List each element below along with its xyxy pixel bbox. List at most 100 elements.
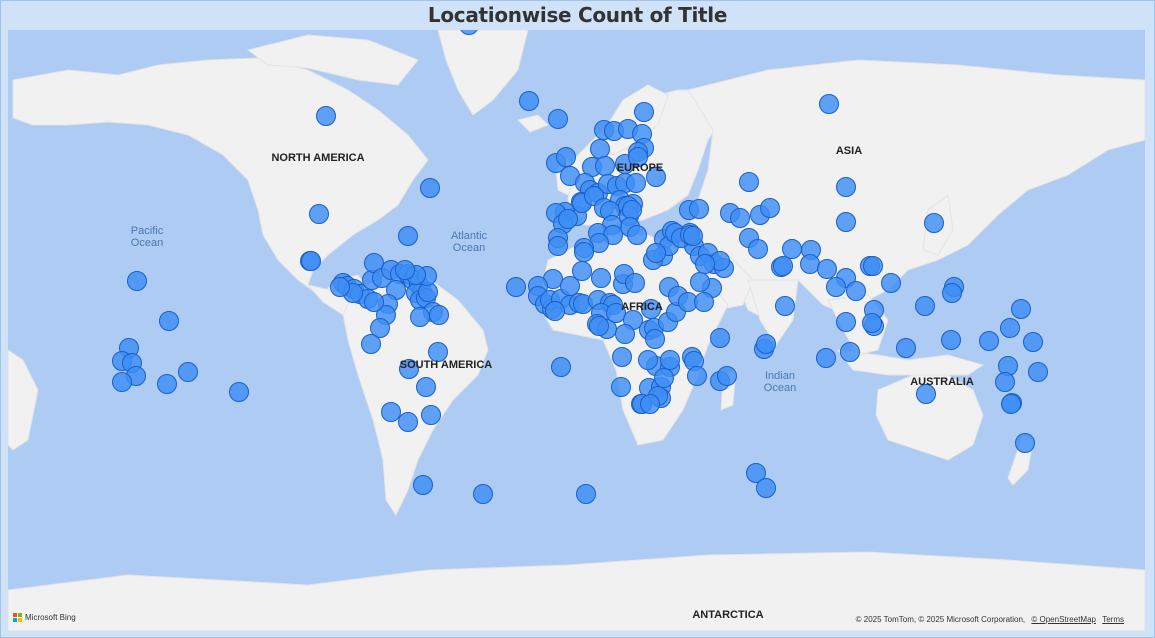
location-marker[interactable]	[556, 147, 576, 167]
location-marker[interactable]	[760, 198, 780, 218]
location-marker[interactable]	[398, 226, 418, 246]
location-marker[interactable]	[683, 226, 703, 246]
location-marker[interactable]	[819, 94, 839, 114]
location-marker[interactable]	[548, 236, 568, 256]
location-marker[interactable]	[717, 366, 737, 386]
location-marker[interactable]	[398, 412, 418, 432]
openstreetmap-link[interactable]: © OpenStreetMap	[1031, 615, 1096, 624]
location-marker[interactable]	[646, 243, 666, 263]
location-marker[interactable]	[159, 311, 179, 331]
location-marker[interactable]	[646, 167, 666, 187]
location-marker[interactable]	[748, 239, 768, 259]
location-marker[interactable]	[626, 173, 646, 193]
location-marker[interactable]	[816, 348, 836, 368]
location-marker[interactable]	[916, 384, 936, 404]
location-marker[interactable]	[687, 366, 707, 386]
location-marker[interactable]	[645, 329, 665, 349]
location-marker[interactable]	[995, 372, 1015, 392]
location-marker[interactable]	[301, 251, 321, 271]
location-marker[interactable]	[775, 296, 795, 316]
location-marker[interactable]	[641, 299, 661, 319]
location-marker[interactable]	[395, 260, 415, 280]
location-marker[interactable]	[896, 338, 916, 358]
location-marker[interactable]	[506, 277, 526, 297]
location-marker[interactable]	[625, 273, 645, 293]
location-marker[interactable]	[416, 377, 436, 397]
location-marker[interactable]	[560, 276, 580, 296]
location-marker[interactable]	[558, 209, 578, 229]
location-marker[interactable]	[178, 362, 198, 382]
location-marker[interactable]	[548, 109, 568, 129]
location-marker[interactable]	[413, 475, 433, 495]
location-marker[interactable]	[429, 305, 449, 325]
location-marker[interactable]	[1028, 362, 1048, 382]
location-marker[interactable]	[361, 334, 381, 354]
location-marker[interactable]	[710, 328, 730, 348]
location-marker[interactable]	[746, 463, 766, 483]
location-marker[interactable]	[826, 277, 846, 297]
location-marker[interactable]	[739, 172, 759, 192]
location-marker[interactable]	[157, 374, 177, 394]
location-marker[interactable]	[316, 106, 336, 126]
location-marker[interactable]	[941, 330, 961, 350]
location-marker[interactable]	[836, 177, 856, 197]
location-marker[interactable]	[589, 316, 609, 336]
location-marker[interactable]	[690, 272, 710, 292]
location-marker[interactable]	[881, 273, 901, 293]
location-marker[interactable]	[410, 307, 430, 327]
location-marker[interactable]	[590, 139, 610, 159]
location-marker[interactable]	[574, 242, 594, 262]
location-marker[interactable]	[576, 484, 596, 504]
location-marker[interactable]	[628, 147, 648, 167]
map-canvas[interactable]: Pacific Ocean Atlantic Ocean Indian Ocea…	[8, 30, 1145, 631]
location-marker[interactable]	[1023, 332, 1043, 352]
location-marker[interactable]	[606, 303, 626, 323]
location-marker[interactable]	[863, 256, 883, 276]
location-marker[interactable]	[942, 283, 962, 303]
terms-link[interactable]: Terms	[1102, 615, 1124, 624]
location-marker[interactable]	[595, 156, 615, 176]
location-marker[interactable]	[622, 200, 642, 220]
location-marker[interactable]	[364, 292, 384, 312]
location-marker[interactable]	[660, 350, 680, 370]
location-marker[interactable]	[460, 30, 479, 35]
location-marker[interactable]	[634, 102, 654, 122]
location-marker[interactable]	[756, 334, 776, 354]
location-marker[interactable]	[519, 91, 539, 111]
location-marker[interactable]	[421, 405, 441, 425]
location-markers[interactable]	[112, 30, 1048, 504]
location-marker[interactable]	[800, 254, 820, 274]
location-marker[interactable]	[229, 382, 249, 402]
location-marker[interactable]	[399, 359, 419, 379]
location-marker[interactable]	[127, 271, 147, 291]
location-marker[interactable]	[817, 259, 837, 279]
location-marker[interactable]	[591, 268, 611, 288]
location-marker[interactable]	[428, 342, 448, 362]
location-marker[interactable]	[836, 212, 856, 232]
location-marker[interactable]	[627, 225, 647, 245]
location-marker[interactable]	[112, 372, 132, 392]
location-marker[interactable]	[979, 331, 999, 351]
location-marker[interactable]	[615, 324, 635, 344]
location-marker[interactable]	[915, 296, 935, 316]
location-marker[interactable]	[370, 318, 390, 338]
location-marker[interactable]	[473, 484, 493, 504]
location-marker[interactable]	[924, 213, 944, 233]
location-marker[interactable]	[309, 204, 329, 224]
location-marker[interactable]	[640, 394, 660, 414]
world-map[interactable]: Pacific Ocean Atlantic Ocean Indian Ocea…	[8, 30, 1145, 631]
location-marker[interactable]	[572, 261, 592, 281]
location-marker[interactable]	[545, 301, 565, 321]
location-marker[interactable]	[694, 292, 714, 312]
location-marker[interactable]	[1000, 318, 1020, 338]
location-marker[interactable]	[1015, 433, 1035, 453]
location-marker[interactable]	[638, 350, 658, 370]
location-marker[interactable]	[612, 347, 632, 367]
location-marker[interactable]	[1001, 394, 1021, 414]
location-marker[interactable]	[730, 208, 750, 228]
location-marker[interactable]	[695, 254, 715, 274]
location-marker[interactable]	[756, 478, 776, 498]
location-marker[interactable]	[840, 342, 860, 362]
location-marker[interactable]	[611, 377, 631, 397]
location-marker[interactable]	[773, 256, 793, 276]
